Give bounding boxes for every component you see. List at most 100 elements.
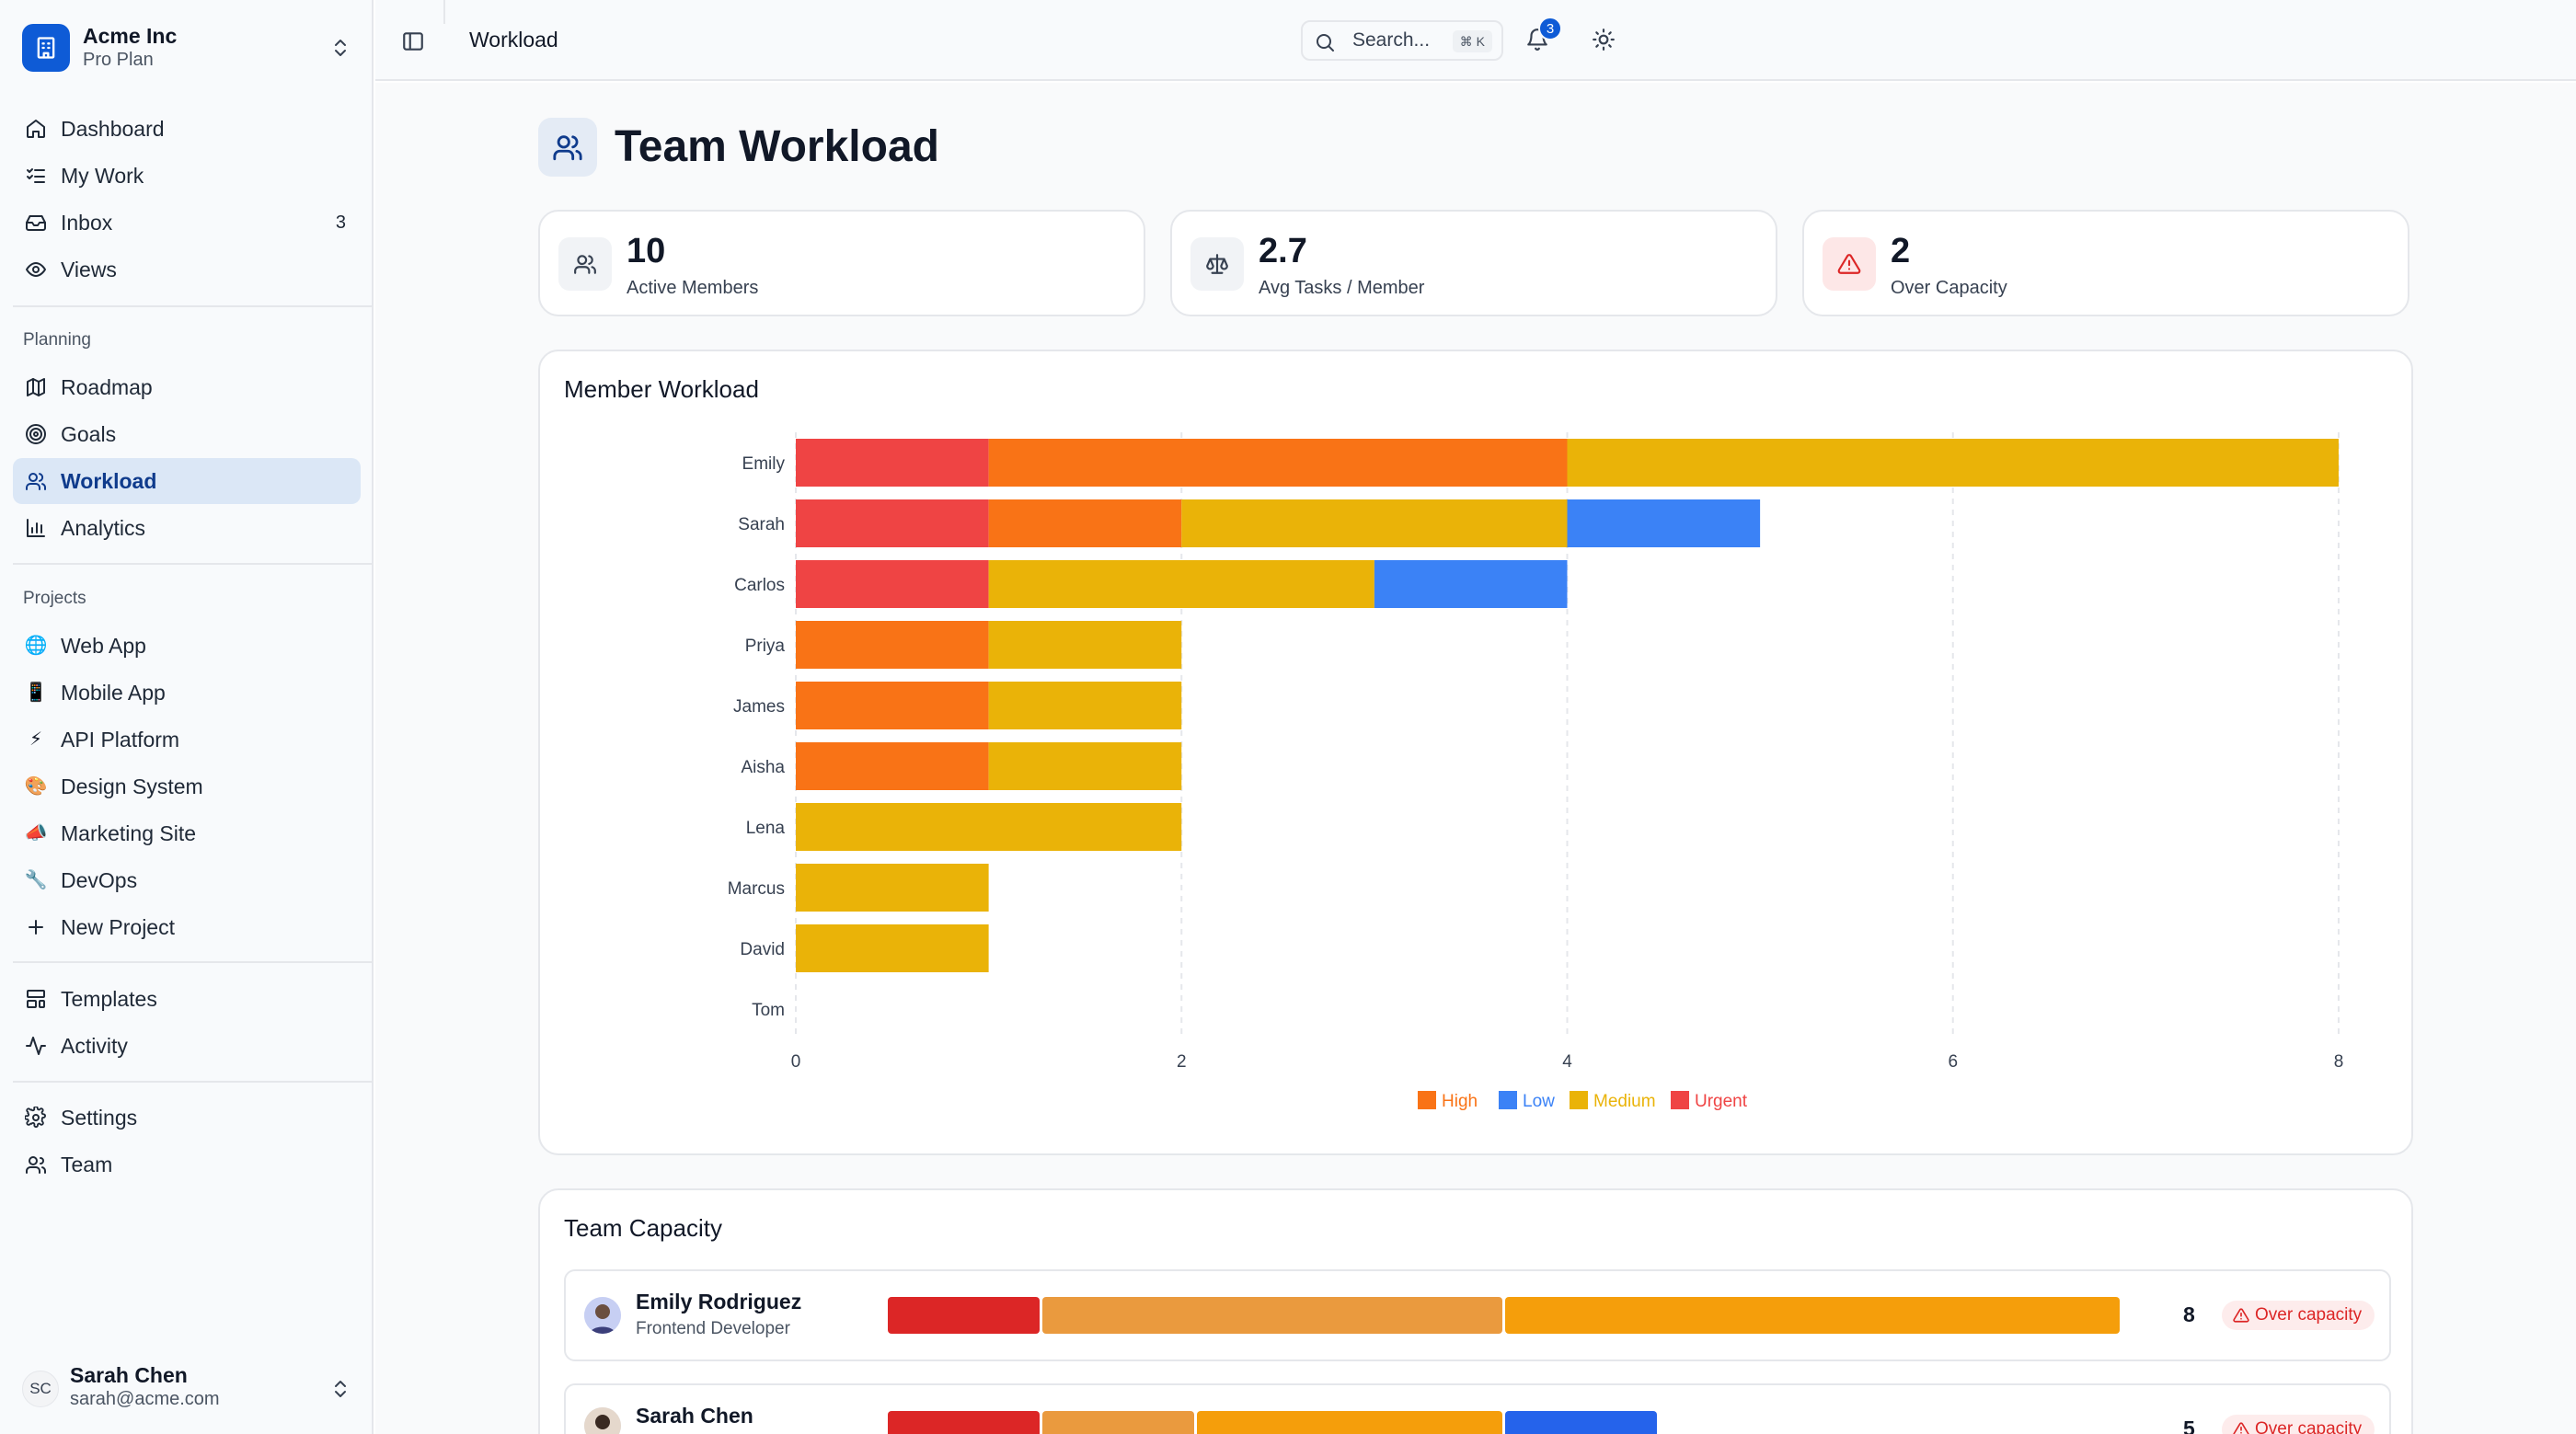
page-title: Team Workload	[615, 122, 939, 171]
sidebar-item-label: Templates	[61, 986, 157, 1011]
palette-icon: 🎨	[24, 776, 48, 797]
sidebar-divider	[13, 305, 374, 307]
sidebar-item-project-api-platform[interactable]: ⚡ API Platform	[13, 717, 361, 763]
bar-segment-urgent	[796, 439, 989, 487]
y-tick-label: David	[740, 940, 785, 959]
y-tick-label: Aisha	[741, 758, 785, 777]
status-label: Over capacity	[2255, 1419, 2363, 1434]
sidebar-item-label: API Platform	[61, 727, 180, 751]
capacity-row[interactable]: Emily Rodriguez Frontend Developer 8 Ove…	[564, 1269, 2391, 1361]
sidebar-item-label: Settings	[61, 1105, 138, 1130]
stat-label: Active Members	[627, 278, 759, 298]
sidebar-item-label: Marketing Site	[61, 820, 197, 845]
x-tick-label: 8	[2334, 1052, 2344, 1072]
sidebar-item-project-mobile-app[interactable]: 📱 Mobile App	[13, 670, 361, 716]
search-placeholder: Search...	[1352, 29, 1431, 51]
sidebar-item-team[interactable]: Team	[13, 1141, 361, 1187]
planning-section-label: Planning	[23, 330, 91, 350]
sidebar-item-my-work[interactable]: My Work	[13, 153, 361, 199]
member-name: Emily Rodriguez	[636, 1290, 802, 1314]
topbar-divider	[443, 0, 445, 24]
sidebar-item-settings[interactable]: Settings	[13, 1095, 361, 1141]
sidebar-item-inbox[interactable]: Inbox 3	[13, 200, 361, 246]
scale-icon	[1190, 237, 1244, 291]
capacity-row[interactable]: Sarah Chen 5 Over capacity	[564, 1383, 2391, 1434]
sidebar-item-label: Goals	[61, 421, 117, 446]
sidebar-item-analytics[interactable]: Analytics	[13, 505, 361, 551]
home-icon	[24, 117, 48, 141]
bar-segment-medium	[988, 560, 1374, 608]
bar-segment-medium	[988, 742, 1182, 790]
notification-count-badge: 3	[1538, 17, 1562, 40]
sidebar-item-label: Inbox	[61, 210, 113, 235]
workspace-name: Acme Inc	[83, 24, 178, 48]
bar-segment-high	[988, 499, 1182, 547]
sidebar-item-project-marketing-site[interactable]: 📣 Marketing Site	[13, 810, 361, 856]
panel-left-icon	[403, 32, 423, 51]
bell-icon	[1527, 29, 1547, 51]
avatar	[584, 1407, 621, 1434]
bar-segment-medium	[988, 621, 1182, 669]
sidebar-item-templates[interactable]: Templates	[13, 976, 361, 1022]
stat-card-avg-tasks: 2.7 Avg Tasks / Member	[1170, 210, 1777, 316]
legend-swatch	[1671, 1091, 1689, 1109]
sidebar-item-label: Views	[61, 257, 117, 281]
sidebar: Acme Inc Pro Plan Dashboard My Work Inbo…	[0, 0, 374, 1434]
workspace-plan: Pro Plan	[83, 50, 154, 70]
sun-icon	[1593, 29, 1615, 51]
sidebar-item-activity[interactable]: Activity	[13, 1023, 361, 1069]
user-menu[interactable]: SC Sarah Chen sarah@acme.com	[22, 1361, 353, 1417]
sidebar-item-workload[interactable]: Workload	[13, 458, 361, 504]
sidebar-divider	[13, 961, 374, 963]
sidebar-item-roadmap[interactable]: Roadmap	[13, 364, 361, 410]
y-tick-label: Marcus	[728, 879, 785, 899]
alert-triangle-icon	[1823, 237, 1876, 291]
users-icon	[558, 237, 612, 291]
theme-toggle-button[interactable]	[1588, 24, 1619, 55]
y-tick-label: Priya	[745, 637, 786, 656]
sidebar-item-dashboard[interactable]: Dashboard	[13, 106, 361, 152]
x-tick-label: 6	[1948, 1052, 1958, 1072]
legend-swatch	[1418, 1091, 1436, 1109]
layout-template-icon	[24, 987, 48, 1011]
bar-segment-low	[1374, 560, 1568, 608]
sidebar-item-label: Roadmap	[61, 374, 153, 399]
stat-card-active-members: 10 Active Members	[538, 210, 1145, 316]
sidebar-item-label: Workload	[61, 468, 157, 493]
bar-segment-high	[796, 742, 989, 790]
new-project-button[interactable]: New Project	[13, 904, 361, 950]
sidebar-toggle-button[interactable]	[397, 26, 429, 57]
alert-triangle-icon	[2233, 1308, 2249, 1323]
building-icon	[22, 24, 70, 72]
workspace-switcher[interactable]: Acme Inc Pro Plan	[22, 22, 353, 72]
legend-label: High	[1442, 1092, 1478, 1111]
bar-segment-high	[988, 439, 1568, 487]
bar-chart-icon	[24, 516, 48, 540]
stat-value: 2	[1891, 232, 1911, 270]
capacity-segment	[888, 1411, 1040, 1434]
capacity-bar	[888, 1297, 2122, 1334]
sidebar-item-label: Dashboard	[61, 116, 165, 141]
sidebar-item-views[interactable]: Views	[13, 247, 361, 293]
sidebar-item-goals[interactable]: Goals	[13, 411, 361, 457]
sidebar-item-project-devops[interactable]: 🔧 DevOps	[13, 857, 361, 903]
sidebar-item-label: Design System	[61, 774, 203, 798]
capacity-bar	[888, 1411, 1660, 1434]
search-button[interactable]: Search... ⌘ K	[1301, 20, 1503, 61]
projects-section-label: Projects	[23, 589, 86, 608]
notifications-button[interactable]	[1522, 24, 1553, 55]
stat-card-over-capacity: 2 Over Capacity	[1802, 210, 2409, 316]
stat-value: 10	[627, 232, 666, 270]
y-tick-label: James	[733, 697, 785, 717]
inbox-icon	[24, 211, 48, 235]
new-project-label: New Project	[61, 914, 175, 939]
capacity-segment	[1505, 1411, 1657, 1434]
y-tick-label: Emily	[742, 454, 786, 474]
capacity-segment	[1196, 1411, 1502, 1434]
globe-icon: 🌐	[24, 636, 48, 656]
sidebar-item-label: Team	[61, 1152, 113, 1176]
sidebar-item-project-web-app[interactable]: 🌐 Web App	[13, 623, 361, 669]
sidebar-item-project-design-system[interactable]: 🎨 Design System	[13, 763, 361, 809]
bar-segment-medium	[796, 924, 989, 972]
sidebar-item-label: Activity	[61, 1033, 128, 1058]
